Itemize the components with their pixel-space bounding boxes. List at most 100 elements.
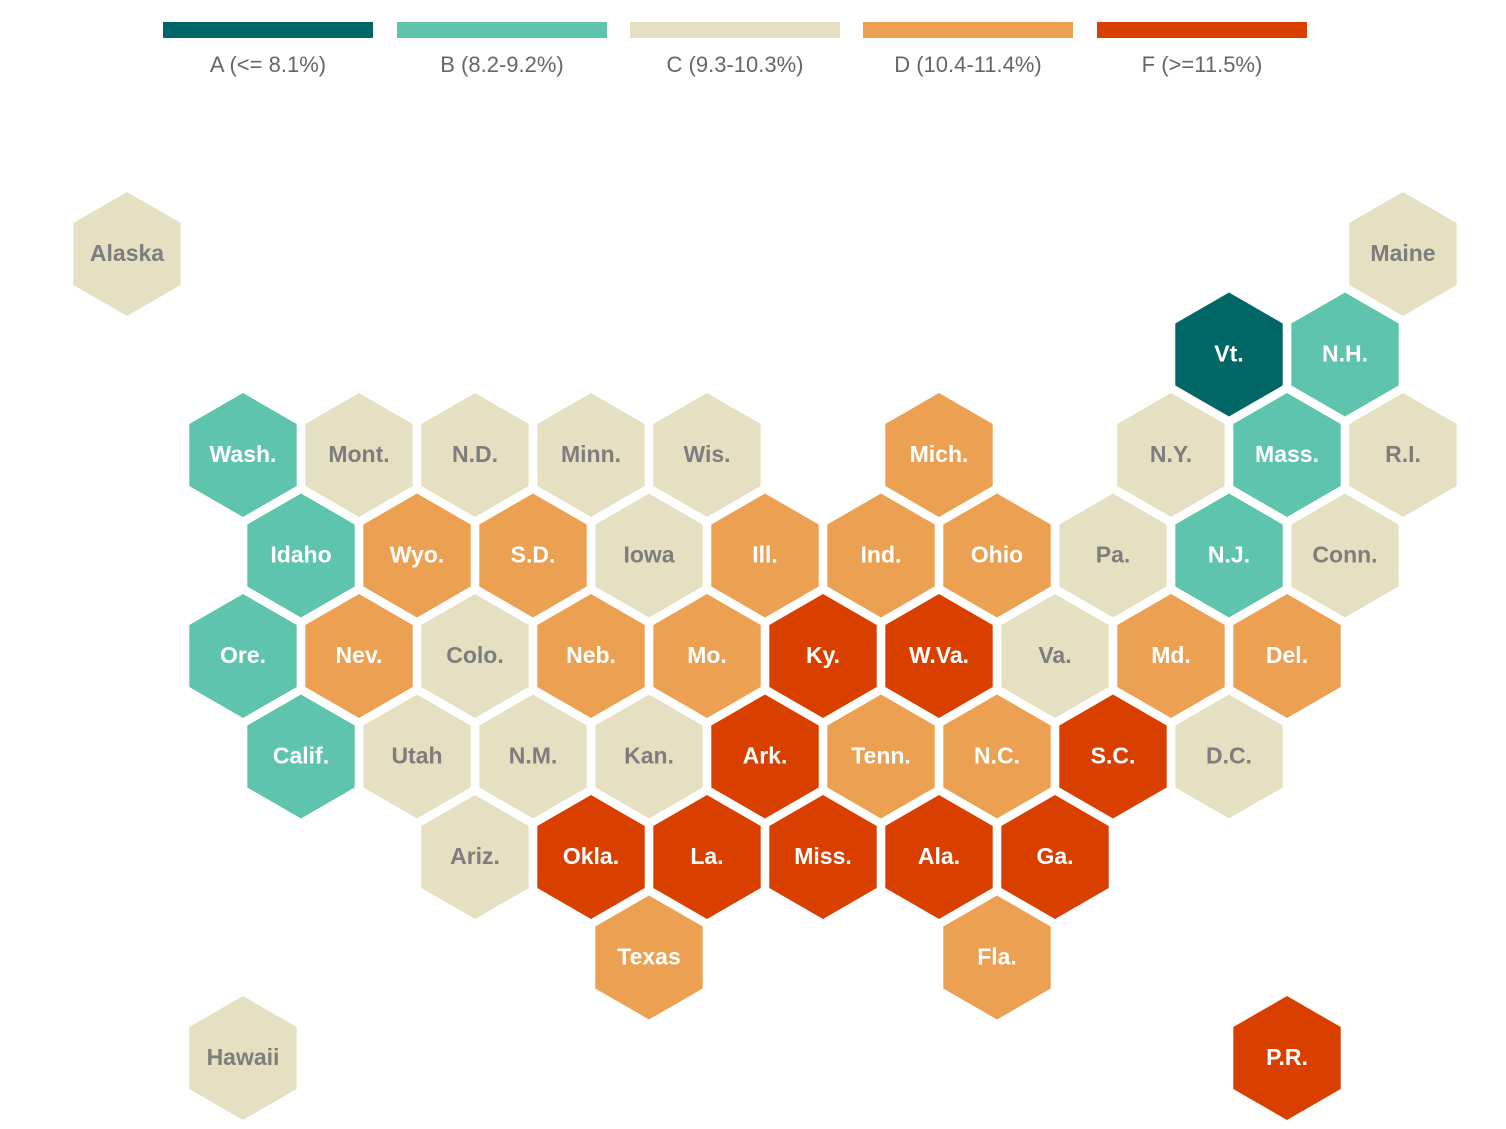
hex-shape-s-d xyxy=(479,493,587,618)
hex-tile-ind: Ind. xyxy=(827,493,935,618)
hex-tile-n-d: N.D. xyxy=(421,393,529,517)
hex-tile-neb: Neb. xyxy=(537,594,645,718)
legend-item-c: C (9.3-10.3%) xyxy=(630,22,840,78)
hex-tile-s-c: S.C. xyxy=(1059,694,1167,819)
hex-label-kan: Kan. xyxy=(624,743,674,769)
hex-shape-n-y xyxy=(1117,393,1225,517)
hex-tile-n-m: N.M. xyxy=(479,694,587,819)
hex-label-ala: Ala. xyxy=(918,843,960,869)
hex-shape-n-h xyxy=(1291,292,1399,417)
hex-tile-colo: Colo. xyxy=(421,594,529,718)
legend-label-d: D (10.4-11.4%) xyxy=(894,52,1042,77)
hex-tile-wash: Wash. xyxy=(189,393,297,517)
hex-shape-miss xyxy=(769,795,877,919)
legend-swatch-b xyxy=(397,22,607,38)
hex-shape-wash xyxy=(189,393,297,517)
hex-label-wyo: Wyo. xyxy=(390,542,445,568)
hex-shape-iowa xyxy=(595,493,703,618)
hex-tile-mont: Mont. xyxy=(305,393,413,517)
legend: A (<= 8.1%) B (8.2-9.2%) C (9.3-10.3%) D… xyxy=(0,0,1506,100)
hex-label-del: Del. xyxy=(1266,642,1308,668)
hex-tile-w-va: W.Va. xyxy=(885,594,993,718)
hex-shape-ala xyxy=(885,795,993,919)
hex-shape-mo xyxy=(653,594,761,718)
hex-shape-va xyxy=(1001,594,1109,718)
hex-tile-minn: Minn. xyxy=(537,393,645,517)
hex-label-colo: Colo. xyxy=(446,642,504,668)
hex-label-calif: Calif. xyxy=(273,743,329,769)
hex-tile-la: La. xyxy=(653,795,761,919)
hex-tile-alaska: Alaska xyxy=(73,192,181,316)
hex-shape-vt xyxy=(1175,292,1283,417)
hex-tile-r-i: R.I. xyxy=(1349,393,1457,517)
legend-label-b: B (8.2-9.2%) xyxy=(440,52,564,77)
hex-shape-tenn xyxy=(827,694,935,819)
hex-label-ohio: Ohio xyxy=(971,542,1023,568)
hex-tile-del: Del. xyxy=(1233,594,1341,718)
hex-label-n-h: N.H. xyxy=(1322,341,1368,367)
hex-tile-ore: Ore. xyxy=(189,594,297,718)
hex-shape-md xyxy=(1117,594,1225,718)
hex-shape-n-d xyxy=(421,393,529,517)
hex-label-texas: Texas xyxy=(617,944,681,970)
hex-tile-ga: Ga. xyxy=(1001,795,1109,919)
hex-label-fla: Fla. xyxy=(977,944,1017,970)
hex-label-ky: Ky. xyxy=(806,642,840,668)
hex-tile-d-c: D.C. xyxy=(1175,694,1283,819)
hex-tile-wis: Wis. xyxy=(653,393,761,517)
hex-tile-ark: Ark. xyxy=(711,694,819,819)
hex-shape-la xyxy=(653,795,761,919)
hex-label-n-y: N.Y. xyxy=(1150,441,1192,467)
hex-label-mo: Mo. xyxy=(687,642,727,668)
hex-label-va: Va. xyxy=(1038,642,1071,668)
hex-tile-n-c: N.C. xyxy=(943,694,1051,819)
hex-shape-hawaii xyxy=(189,996,297,1120)
hex-label-p-r: P.R. xyxy=(1266,1044,1308,1070)
hex-tile-n-h: N.H. xyxy=(1291,292,1399,417)
hex-shape-p-r xyxy=(1233,996,1341,1120)
hex-label-ind: Ind. xyxy=(861,542,902,568)
hex-label-n-d: N.D. xyxy=(452,441,498,467)
hex-shape-idaho xyxy=(247,493,355,618)
hex-tile-s-d: S.D. xyxy=(479,493,587,618)
hex-shape-mont xyxy=(305,393,413,517)
hex-label-mich: Mich. xyxy=(910,441,969,467)
hex-label-utah: Utah xyxy=(391,743,442,769)
hex-tile-mass: Mass. xyxy=(1233,393,1341,517)
hex-tile-texas: Texas xyxy=(595,895,703,1020)
hex-shape-wis xyxy=(653,393,761,517)
hex-tile-tenn: Tenn. xyxy=(827,694,935,819)
legend-swatch-a xyxy=(163,22,373,38)
hex-shape-wyo xyxy=(363,493,471,618)
hex-tile-ohio: Ohio xyxy=(943,493,1051,618)
hex-shape-kan xyxy=(595,694,703,819)
hex-label-n-m: N.M. xyxy=(509,743,558,769)
hex-shape-r-i xyxy=(1349,393,1457,517)
hex-tile-va: Va. xyxy=(1001,594,1109,718)
hex-label-alaska: Alaska xyxy=(90,240,164,266)
hex-label-hawaii: Hawaii xyxy=(207,1044,280,1070)
hex-label-w-va: W.Va. xyxy=(909,642,969,668)
hex-shape-ark xyxy=(711,694,819,819)
hex-label-wis: Wis. xyxy=(683,441,730,467)
hex-tile-idaho: Idaho xyxy=(247,493,355,618)
hex-tile-maine: Maine xyxy=(1349,192,1457,316)
hex-shape-okla xyxy=(537,795,645,919)
hex-tile-nev: Nev. xyxy=(305,594,413,718)
legend-swatch-d xyxy=(863,22,1073,38)
hex-shape-mich xyxy=(885,393,993,517)
hex-label-ore: Ore. xyxy=(220,642,266,668)
hex-shape-w-va xyxy=(885,594,993,718)
hex-label-mass: Mass. xyxy=(1255,441,1319,467)
hex-shape-alaska xyxy=(73,192,181,316)
hex-tile-utah: Utah xyxy=(363,694,471,819)
legend-label-f: F (>=11.5%) xyxy=(1141,52,1263,77)
hex-tile-pa: Pa. xyxy=(1059,493,1167,618)
hex-label-tenn: Tenn. xyxy=(851,743,911,769)
hex-tile-mich: Mich. xyxy=(885,393,993,517)
hex-tile-hawaii: Hawaii xyxy=(189,996,297,1120)
hex-label-n-c: N.C. xyxy=(974,743,1020,769)
hex-tile-n-y: N.Y. xyxy=(1117,393,1225,517)
hex-label-la: La. xyxy=(690,843,723,869)
